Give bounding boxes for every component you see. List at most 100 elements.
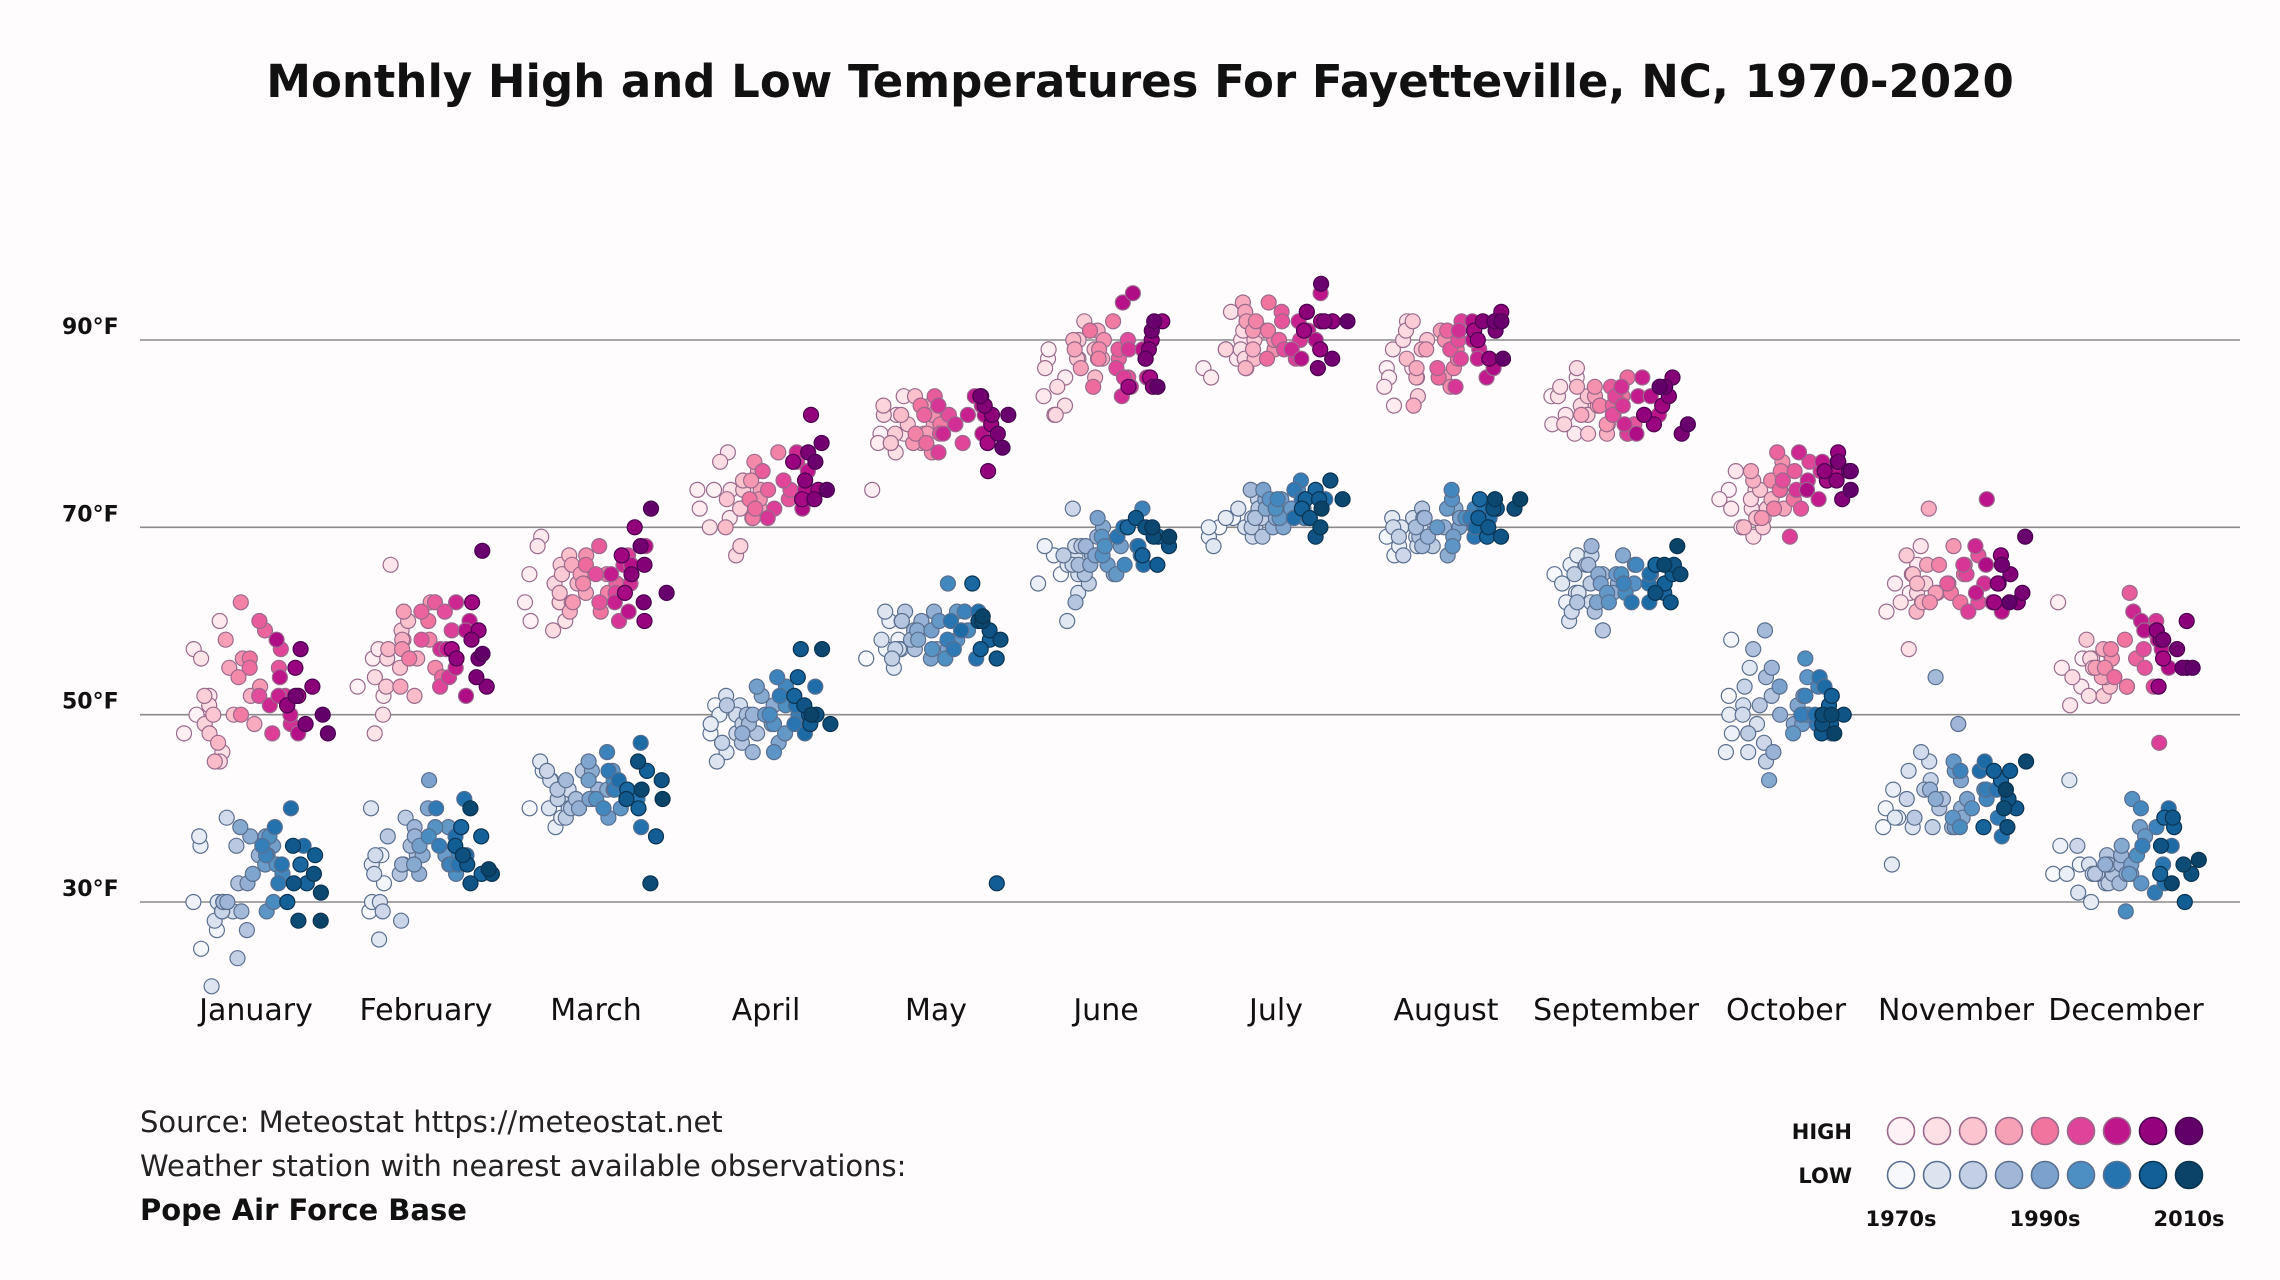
low-point-april-2004	[769, 669, 786, 686]
legend-low-swatch	[2030, 1160, 2060, 1190]
month-label-february: February	[360, 993, 493, 1028]
high-point-march-1974	[529, 537, 546, 555]
low-point-february-2002	[420, 828, 437, 845]
high-point-january-1975	[193, 650, 210, 667]
high-point-january-1980	[196, 687, 213, 705]
low-temperature-points	[185, 472, 2207, 995]
low-point-november-1979	[1912, 743, 1930, 761]
low-point-october-1988	[1756, 622, 1774, 639]
high-point-february-2002	[443, 622, 460, 639]
high-point-january-2008	[271, 669, 288, 686]
high-point-april-1976	[701, 519, 718, 536]
high-point-july-1999	[1273, 313, 1291, 330]
high-point-august-2001	[1452, 350, 1469, 367]
low-point-february-1976	[362, 800, 380, 817]
low-point-april-2015	[792, 640, 809, 658]
month-label-april: April	[732, 993, 801, 1028]
high-point-october-1974	[1727, 463, 1744, 480]
high-point-june-1993	[1090, 350, 1107, 367]
high-point-march-1998	[591, 537, 608, 555]
high-point-march-2006	[606, 594, 623, 611]
legend-high-swatch	[1922, 1116, 1952, 1146]
high-point-november-1972	[1886, 575, 1904, 592]
high-point-february-1989	[395, 603, 412, 620]
low-point-november-1970	[1875, 818, 1892, 836]
low-point-january-1974	[191, 828, 208, 845]
station-name: Pope Air Force Base	[140, 1193, 467, 1227]
low-point-august-2016	[1492, 528, 1510, 545]
low-point-october-1993	[1760, 772, 1778, 789]
high-point-february-1998	[426, 594, 444, 611]
low-point-april-2009	[807, 678, 824, 695]
high-point-january-2000	[251, 687, 268, 705]
legend-low-swatches	[1886, 1160, 2204, 1190]
high-point-july-2020	[1339, 313, 1356, 330]
high-point-february-2020	[474, 645, 491, 662]
high-point-april-1972	[691, 500, 708, 517]
legend-low-swatch	[2174, 1160, 2204, 1190]
high-point-september-1987	[1573, 406, 1590, 423]
low-point-april-1999	[765, 743, 783, 761]
low-point-march-1988	[557, 772, 575, 789]
high-point-february-1977	[366, 669, 383, 686]
gridlines	[140, 339, 2240, 903]
low-point-february-2013	[473, 828, 490, 845]
legend-low-swatch	[2102, 1160, 2132, 1190]
low-point-november-2017	[1999, 818, 2016, 836]
low-point-february-1975	[371, 931, 388, 948]
low-point-july-2018	[1312, 519, 1329, 536]
low-point-april-2019	[813, 640, 831, 658]
y-tick-label: 90°F	[62, 315, 119, 340]
low-point-august-2019	[1486, 491, 1504, 508]
low-point-june-2003	[1116, 556, 1133, 573]
high-point-february-2016	[478, 678, 495, 695]
high-point-november-1987	[1920, 500, 1937, 517]
low-point-may-1985	[893, 612, 911, 630]
low-point-february-1978	[366, 865, 383, 883]
high-point-june-1973	[1035, 388, 1052, 405]
low-point-april-2006	[771, 687, 788, 705]
low-point-october-1974	[1721, 706, 1738, 723]
high-point-november-2002	[1960, 603, 1977, 620]
high-point-october-2017	[1830, 453, 1847, 470]
legend-high-swatch	[1886, 1116, 1916, 1146]
high-point-july-2017	[1309, 360, 1327, 377]
low-point-april-1981	[713, 734, 731, 751]
low-point-may-2015	[988, 650, 1005, 667]
low-point-may-1976	[877, 603, 894, 620]
high-point-january-2020	[314, 706, 331, 723]
high-point-december-1994	[2118, 678, 2135, 695]
low-point-march-1991	[570, 800, 588, 817]
high-point-october-1984	[1735, 519, 1753, 536]
low-point-february-2020	[480, 861, 497, 878]
low-point-january-1994	[244, 865, 261, 883]
high-point-july-1985	[1237, 360, 1254, 377]
month-label-december: December	[2048, 993, 2204, 1028]
low-point-april-2018	[822, 715, 839, 733]
low-point-december-2002	[2117, 903, 2134, 920]
high-point-june-1978	[1047, 406, 1064, 423]
high-point-october-1990	[1753, 509, 1770, 527]
legend-high-swatch	[1994, 1116, 2024, 1146]
high-point-october-1971	[1711, 491, 1728, 508]
high-point-february-1997	[413, 603, 430, 620]
high-point-december-2015	[2178, 612, 2195, 630]
low-point-september-1999	[1600, 594, 1618, 611]
y-tick-label: 70°F	[62, 502, 119, 527]
high-point-march-1982	[551, 584, 568, 602]
high-point-august-1973	[1376, 378, 1393, 395]
high-point-january-1998	[251, 612, 268, 630]
low-point-january-1989	[219, 893, 236, 911]
legend-low-label: LOW	[1798, 1164, 1852, 1188]
high-point-february-1985	[380, 640, 397, 658]
high-point-may-1971	[864, 481, 881, 498]
high-point-june-2020	[1149, 378, 1166, 395]
low-point-march-1970	[521, 800, 538, 817]
high-point-september-1984	[1568, 378, 1586, 395]
high-point-july-1993	[1247, 313, 1265, 330]
high-point-april-1970	[705, 481, 723, 498]
high-point-july-2018	[1324, 350, 1341, 367]
high-point-june-1988	[1066, 341, 1083, 358]
high-point-april-2001	[775, 472, 792, 489]
high-point-december-1976	[2080, 687, 2097, 705]
